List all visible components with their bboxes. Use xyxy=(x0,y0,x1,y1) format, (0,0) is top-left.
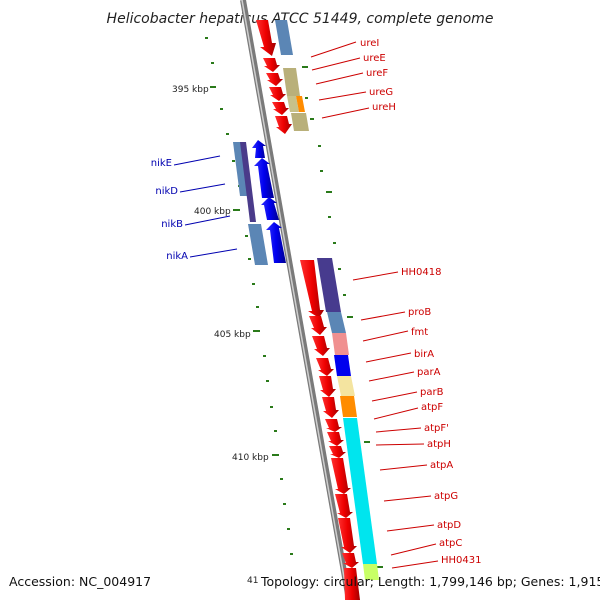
leader-lines-left xyxy=(173,155,238,258)
gene-label-nikb: nikB xyxy=(161,219,183,230)
gene-arrow xyxy=(331,458,351,494)
gene-arrow xyxy=(335,494,353,518)
gene-arrow xyxy=(275,116,292,134)
gene-arrow xyxy=(266,73,283,86)
gene-label-bira: birA xyxy=(414,349,434,360)
gene-label-fmt: fmt xyxy=(411,327,428,338)
gene-label-atpa: atpA xyxy=(430,460,453,471)
tick-label-405: 405 kbp xyxy=(214,330,251,340)
gene-arrow xyxy=(338,518,357,553)
gene-label-para: parA xyxy=(417,367,441,378)
gene-arrow xyxy=(344,568,360,600)
genome-backbone xyxy=(240,0,352,600)
gene-label-atpc: atpC xyxy=(439,538,462,549)
leader-lines xyxy=(310,41,439,569)
gene-arrow xyxy=(329,446,346,458)
gene-label-parb: parB xyxy=(420,387,444,398)
gene-label-atpf-prime: atpF' xyxy=(424,423,449,434)
gene-label-nikd: nikD xyxy=(155,186,178,197)
forward-genes xyxy=(256,20,360,600)
gene-arrow xyxy=(261,197,279,220)
accession-text: Accession: NC_004917 xyxy=(9,574,151,589)
gene-arrow xyxy=(300,260,324,318)
gene-arrow xyxy=(266,222,286,263)
gene-arrow xyxy=(272,102,289,115)
gene-label-atpf: atpF xyxy=(421,402,443,413)
tick-label-395: 395 kbp xyxy=(172,85,209,95)
gene-arrow xyxy=(269,87,286,101)
gene-label-nike: nikE xyxy=(151,158,172,169)
map-title: Helicobacter hepaticus ATCC 51449, compl… xyxy=(107,11,494,27)
gene-label-hh0431: HH0431 xyxy=(441,555,482,566)
gene-label-uref: ureF xyxy=(366,68,388,79)
gene-arrow xyxy=(256,20,276,56)
gene-arrow xyxy=(325,419,342,432)
gene-label-ureh: ureH xyxy=(372,102,396,113)
gene-label-prob: proB xyxy=(408,307,431,318)
gene-label-hh0418: HH0418 xyxy=(401,267,442,278)
cog-lane xyxy=(233,20,379,580)
gene-label-urei: ureI xyxy=(360,38,379,49)
gene-arrow xyxy=(319,376,336,397)
gene-arrow xyxy=(342,553,359,568)
reverse-genes xyxy=(252,140,286,263)
gene-arrow xyxy=(327,432,344,446)
gene-arrow xyxy=(316,358,334,376)
gene-arrow xyxy=(263,58,280,72)
gene-arrow xyxy=(254,158,274,198)
tick-label-400: 400 kbp xyxy=(194,207,231,217)
gene-arrow xyxy=(312,336,330,356)
gene-arrow xyxy=(309,316,327,335)
gene-label-uree: ureE xyxy=(363,53,386,64)
tick-label-410: 410 kbp xyxy=(232,453,269,463)
gene-arrow xyxy=(252,140,266,158)
partial-tick-label: 41 xyxy=(247,576,258,586)
gene-label-atph: atpH xyxy=(427,439,451,450)
gene-label-atpd: atpD xyxy=(437,520,461,531)
topology-text: Topology: circular; Length: 1,799,146 bp… xyxy=(260,574,600,589)
gene-label-ureg: ureG xyxy=(369,87,393,98)
gene-label-atpg: atpG xyxy=(434,491,458,502)
gene-arrow xyxy=(322,397,339,418)
gene-label-nika: nikA xyxy=(166,251,188,262)
